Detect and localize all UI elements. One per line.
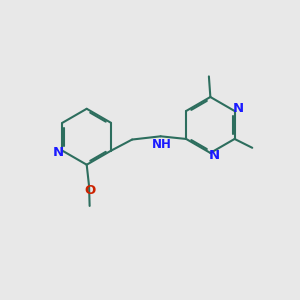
- Text: N: N: [53, 146, 64, 159]
- Text: N: N: [208, 149, 220, 162]
- Text: NH: NH: [152, 138, 172, 151]
- Text: N: N: [232, 102, 244, 115]
- Text: O: O: [85, 184, 96, 196]
